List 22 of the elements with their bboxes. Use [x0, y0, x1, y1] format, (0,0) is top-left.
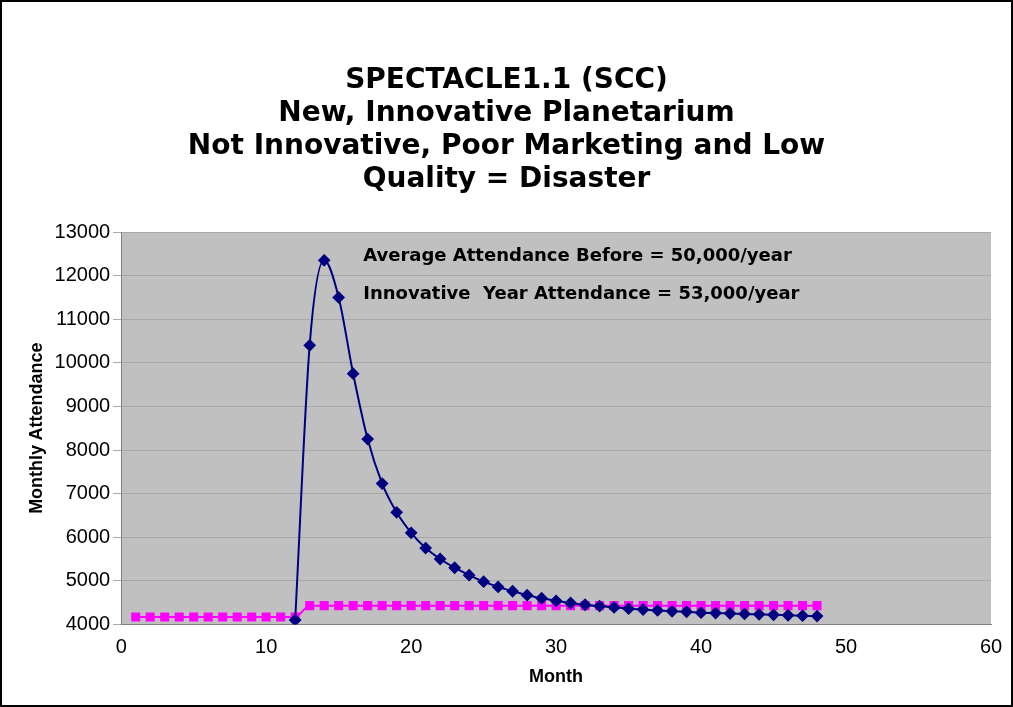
x-tick-label: 10 — [255, 634, 278, 657]
y-tick-label: 11000 — [56, 306, 111, 329]
y-tick-label: 10000 — [54, 350, 111, 373]
y-tick-label: 13000 — [54, 219, 111, 242]
annotation: Average Attendance Before = 50,000/year — [363, 243, 792, 265]
x-tick-label: 60 — [979, 634, 1003, 657]
y-tick-label: 12000 — [54, 263, 111, 286]
y-tick-label: 9000 — [65, 393, 111, 416]
x-axis-title: Month — [529, 666, 584, 687]
x-tick-label: 50 — [834, 634, 858, 657]
chart-title: SPECTACLE1.1 (SCC) New, Innovative Planetarium Not Innovative, Poor Marketing and Low Quality = Disaster — [186, 62, 827, 194]
x-tick-label: 20 — [400, 634, 423, 657]
y-tick-label: 7000 — [65, 481, 111, 504]
x-tick-label: 0 — [115, 634, 127, 657]
annotation: Innovative Year Attendance = 53,000/year — [363, 281, 800, 303]
x-tick-label: 30 — [544, 634, 568, 657]
y-tick-label: 8000 — [65, 437, 111, 460]
y-tick-label: 4000 — [65, 611, 111, 634]
y-tick-label: 6000 — [65, 524, 111, 547]
y-tick-label: 5000 — [65, 568, 111, 591]
y-axis-title: Monthly Attendance — [25, 342, 46, 514]
x-tick-label: 40 — [689, 634, 713, 657]
